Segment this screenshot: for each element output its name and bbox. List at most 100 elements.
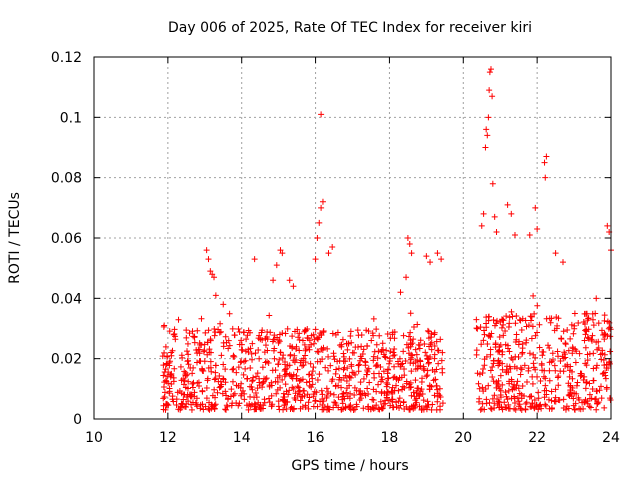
data-point bbox=[277, 349, 284, 356]
data-point bbox=[607, 333, 614, 340]
data-point bbox=[347, 328, 354, 335]
data-point bbox=[205, 327, 212, 334]
data-point bbox=[333, 402, 340, 409]
data-point bbox=[411, 404, 418, 411]
data-point bbox=[301, 387, 308, 394]
data-point bbox=[362, 362, 369, 369]
data-point bbox=[310, 403, 317, 410]
data-point bbox=[506, 320, 513, 327]
data-point bbox=[161, 393, 168, 400]
data-point bbox=[489, 395, 496, 402]
data-point bbox=[408, 250, 415, 257]
data-point bbox=[203, 395, 210, 402]
data-point bbox=[537, 377, 544, 384]
data-point bbox=[255, 346, 262, 353]
data-point bbox=[560, 355, 567, 362]
x-tick-label: 16 bbox=[307, 430, 325, 446]
data-point bbox=[480, 337, 487, 344]
data-point bbox=[339, 336, 346, 343]
data-point bbox=[497, 372, 504, 379]
data-point bbox=[360, 405, 367, 412]
data-point bbox=[400, 332, 407, 339]
data-point bbox=[414, 321, 421, 328]
data-point bbox=[546, 377, 553, 384]
data-point bbox=[416, 342, 423, 349]
data-point bbox=[437, 406, 444, 413]
data-point bbox=[576, 350, 583, 357]
data-point bbox=[474, 325, 481, 332]
data-point bbox=[306, 394, 313, 401]
data-point bbox=[324, 403, 331, 410]
data-point bbox=[517, 317, 524, 324]
data-point bbox=[496, 347, 503, 354]
data-point bbox=[547, 319, 554, 326]
data-point bbox=[390, 349, 397, 356]
data-point bbox=[274, 374, 281, 381]
data-point bbox=[306, 378, 313, 385]
grid-lines bbox=[94, 57, 611, 419]
data-point bbox=[306, 346, 313, 353]
data-point bbox=[364, 385, 371, 392]
data-point bbox=[194, 327, 201, 334]
data-point bbox=[490, 378, 497, 385]
data-point bbox=[420, 365, 427, 372]
data-point bbox=[310, 393, 317, 400]
data-point bbox=[181, 377, 188, 384]
data-point bbox=[504, 201, 511, 208]
data-point bbox=[404, 235, 411, 241]
data-point bbox=[541, 387, 548, 394]
data-point bbox=[370, 405, 377, 412]
data-point bbox=[235, 364, 242, 371]
data-point bbox=[421, 367, 428, 374]
data-point bbox=[401, 372, 408, 379]
data-point bbox=[391, 329, 398, 336]
data-point bbox=[601, 317, 608, 324]
data-point bbox=[211, 332, 218, 339]
data-point bbox=[532, 204, 539, 211]
y-tick-label: 0 bbox=[73, 412, 82, 428]
data-point bbox=[279, 355, 286, 362]
data-point bbox=[271, 336, 278, 343]
data-point bbox=[585, 315, 592, 322]
data-point bbox=[558, 335, 565, 342]
data-point bbox=[383, 394, 390, 401]
data-point bbox=[292, 390, 299, 397]
data-point bbox=[593, 406, 600, 413]
data-point bbox=[212, 401, 219, 408]
data-point bbox=[218, 352, 225, 359]
data-point bbox=[230, 365, 237, 372]
data-point bbox=[279, 250, 286, 257]
data-point bbox=[414, 357, 421, 364]
data-point bbox=[195, 346, 202, 353]
data-point bbox=[532, 332, 539, 339]
data-point bbox=[534, 329, 541, 336]
data-point bbox=[593, 339, 600, 346]
data-point bbox=[170, 398, 177, 405]
y-tick-label: 0.06 bbox=[51, 231, 82, 247]
data-point bbox=[501, 399, 508, 406]
data-point bbox=[284, 398, 291, 405]
data-point bbox=[498, 324, 505, 331]
data-point bbox=[557, 368, 564, 375]
data-point bbox=[419, 375, 426, 382]
data-point bbox=[328, 378, 335, 385]
data-point bbox=[188, 406, 195, 413]
data-point bbox=[516, 390, 523, 397]
data-point bbox=[397, 402, 404, 409]
data-point bbox=[475, 380, 482, 387]
data-point bbox=[480, 366, 487, 373]
data-point bbox=[600, 332, 607, 339]
data-point bbox=[330, 404, 337, 411]
data-point bbox=[406, 241, 413, 248]
data-point bbox=[289, 333, 296, 340]
data-point bbox=[330, 391, 337, 398]
data-point bbox=[476, 371, 483, 378]
data-point bbox=[211, 274, 218, 281]
data-point bbox=[305, 399, 312, 406]
data-point bbox=[491, 213, 498, 220]
data-point bbox=[436, 385, 443, 392]
data-point bbox=[583, 379, 590, 386]
data-point bbox=[319, 391, 326, 398]
data-point bbox=[267, 329, 274, 336]
data-point bbox=[508, 210, 515, 217]
